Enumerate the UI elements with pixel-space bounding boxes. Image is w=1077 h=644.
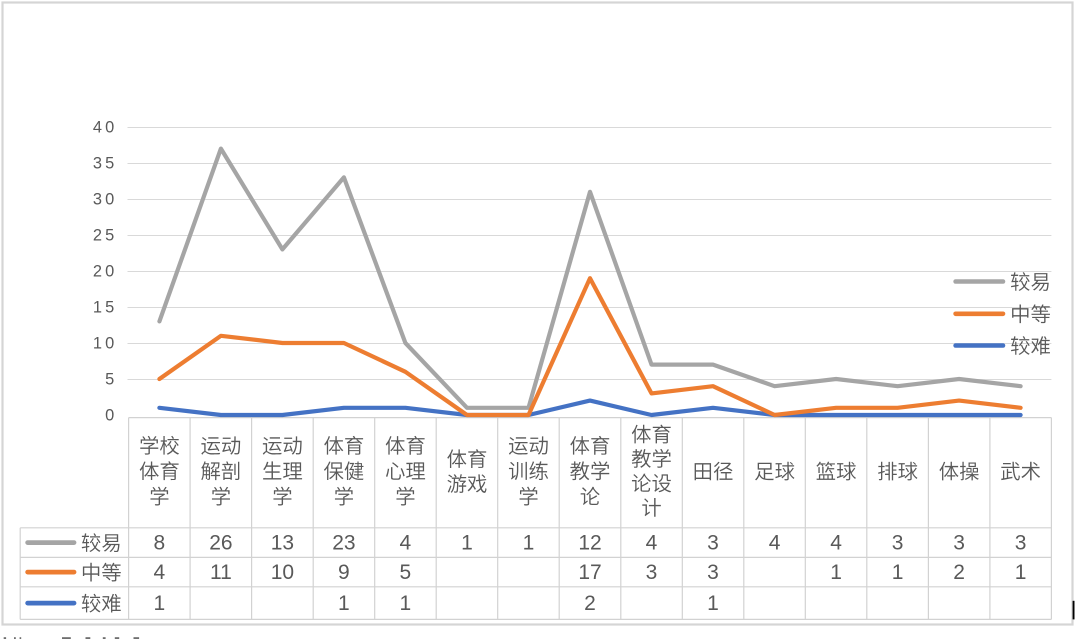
svg-text:35: 35 [93, 155, 118, 173]
svg-text:4: 4 [154, 561, 166, 584]
svg-text:3: 3 [892, 532, 904, 555]
svg-text:26: 26 [209, 532, 232, 555]
svg-text:3: 3 [707, 532, 719, 555]
svg-text:1: 1 [523, 532, 535, 555]
svg-text:1: 1 [707, 592, 719, 615]
svg-text:3: 3 [953, 532, 965, 555]
svg-text:30: 30 [93, 191, 118, 209]
svg-text:4: 4 [830, 532, 842, 555]
svg-text:5: 5 [400, 561, 412, 584]
svg-text:8: 8 [154, 532, 166, 555]
svg-text:2: 2 [953, 561, 965, 584]
svg-text:2: 2 [584, 592, 596, 615]
svg-text:1: 1 [461, 532, 473, 555]
svg-text:20: 20 [93, 263, 118, 281]
svg-text:1: 1 [154, 592, 166, 615]
svg-text:0: 0 [105, 407, 117, 425]
svg-text:1: 1 [400, 592, 412, 615]
svg-text:12: 12 [578, 532, 601, 555]
svg-text:25: 25 [93, 227, 118, 245]
svg-text:17: 17 [578, 561, 601, 584]
svg-text:1: 1 [1015, 561, 1027, 584]
svg-text:23: 23 [332, 532, 355, 555]
svg-text:1: 1 [892, 561, 904, 584]
svg-text:5: 5 [105, 371, 117, 389]
svg-text:10: 10 [93, 335, 118, 353]
svg-text:1: 1 [830, 561, 842, 584]
svg-text:10: 10 [271, 561, 294, 584]
svg-text:9: 9 [338, 561, 350, 584]
svg-text:3: 3 [646, 561, 658, 584]
svg-text:40: 40 [93, 119, 118, 137]
svg-text:4: 4 [769, 532, 781, 555]
svg-text:15: 15 [93, 299, 118, 317]
svg-text:4: 4 [400, 532, 412, 555]
svg-text:4: 4 [646, 532, 658, 555]
svg-text:1: 1 [338, 592, 350, 615]
svg-text:3: 3 [1015, 532, 1027, 555]
svg-text:11: 11 [210, 561, 232, 584]
svg-text:13: 13 [271, 532, 294, 555]
svg-text:3: 3 [707, 561, 719, 584]
